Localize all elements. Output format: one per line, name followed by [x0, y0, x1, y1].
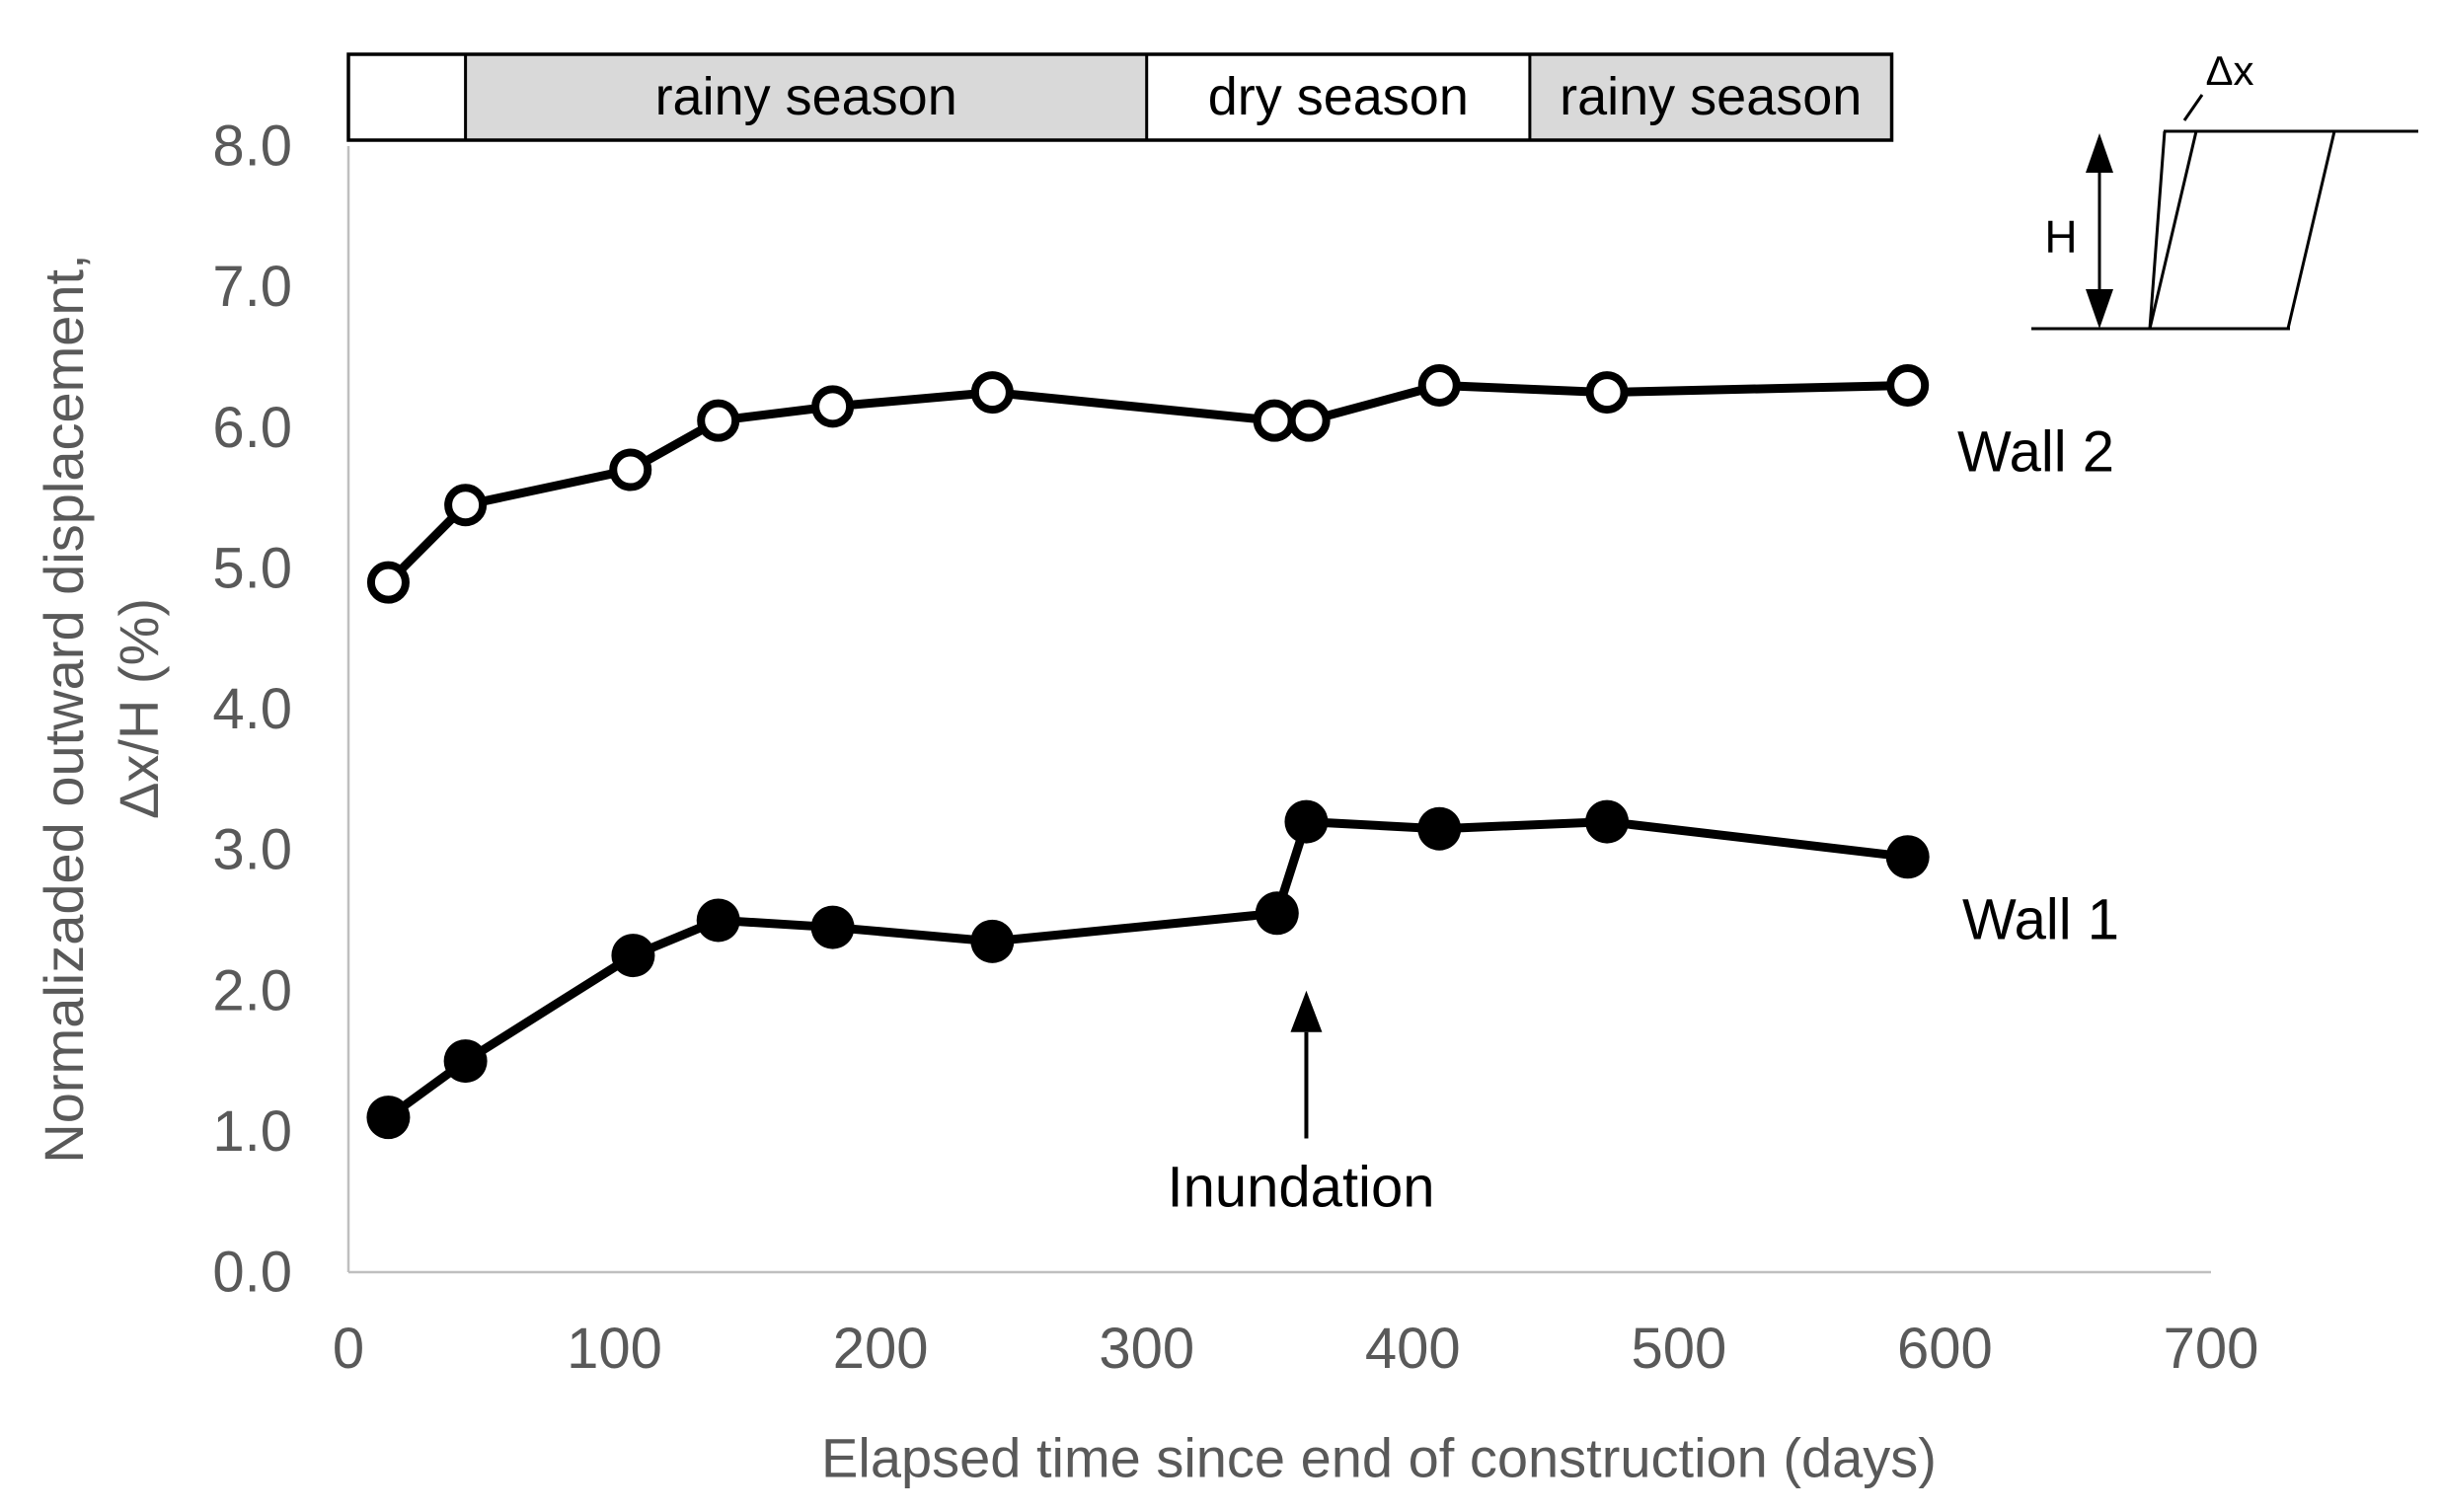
wall1-marker [443, 1039, 488, 1084]
inset-h-label: H [2044, 211, 2078, 263]
wall1-marker [1417, 806, 1462, 851]
wall1-marker [696, 898, 740, 943]
inundation-annotation-label: Inundation [1167, 1155, 1435, 1220]
wall2-marker [1886, 363, 1930, 407]
y-tick-label: 5.0 [212, 536, 292, 600]
wall2-marker [1287, 399, 1331, 442]
y-tick-label: 7.0 [212, 255, 292, 319]
wall2-marker [1253, 399, 1296, 442]
y-axis-title: Normalizaded outward displacement, Δx/H … [27, 116, 177, 1301]
season-band-segment [348, 54, 466, 140]
y-tick-label: 4.0 [212, 677, 292, 741]
season-band-label-rainy-1: rainy season [654, 67, 957, 126]
inset-wall-sketch-line [2182, 94, 2204, 121]
x-tick-label: 100 [567, 1317, 662, 1381]
y-tick-label: 2.0 [212, 958, 292, 1022]
inset-dx-label: Δx [2205, 47, 2254, 94]
wall1-marker [970, 919, 1015, 963]
wall1-marker [1585, 799, 1630, 844]
x-tick-label: 400 [1365, 1317, 1461, 1381]
inset-h-arrow-head-up [2086, 133, 2113, 173]
x-tick-label: 600 [1897, 1317, 1993, 1381]
inset-wall-sketch-line [2148, 130, 2167, 330]
y-axis-title-line1: Normalizaded outward displacement, [33, 254, 95, 1164]
wall2-marker [1585, 371, 1629, 415]
season-band-segment [1146, 54, 1530, 140]
inset-wall-sketch-line [2286, 130, 2336, 330]
wall1-marker [611, 934, 655, 978]
wall2-marker [970, 371, 1014, 415]
y-tick-label: 6.0 [212, 396, 292, 460]
series-label-wall-1: Wall 1 [1962, 887, 2119, 952]
wall2-marker [1417, 363, 1461, 407]
inundation-arrow-head [1290, 990, 1323, 1032]
season-band-label-dry: dry season [1207, 67, 1469, 126]
season-band-segment [465, 54, 1147, 140]
inset-h-arrow-head-down [2086, 289, 2113, 329]
wall1-marker [366, 1096, 411, 1140]
y-tick-label: 0.0 [212, 1241, 292, 1305]
y-axis-title-line2: Δx/H (%) [108, 597, 170, 820]
season-band-label-rainy-2: rainy season [1560, 67, 1863, 126]
y-tick-label: 3.0 [212, 818, 292, 882]
wall1-marker [810, 905, 855, 949]
x-tick-label: 0 [333, 1317, 364, 1381]
x-tick-label: 300 [1099, 1317, 1194, 1381]
wall1-marker [1284, 799, 1329, 844]
series-line-wall-1 [385, 816, 1909, 1121]
wall1-marker [1255, 891, 1299, 936]
x-tick-label: 200 [833, 1317, 929, 1381]
inset-wall-sketch-line [2148, 130, 2198, 330]
x-axis-title: Elapsed time since end of construction (… [821, 1426, 1937, 1489]
season-band-border [346, 52, 1894, 142]
wall2-marker [609, 448, 652, 491]
series-label-wall-2: Wall 2 [1957, 419, 2114, 485]
wall1-marker [1885, 835, 1930, 879]
x-tick-label: 500 [1631, 1317, 1726, 1381]
season-band-segment [1529, 54, 1892, 140]
wall2-marker [366, 561, 410, 604]
y-tick-label: 1.0 [212, 1099, 292, 1164]
x-tick-label: 700 [2164, 1317, 2259, 1381]
wall2-marker [811, 385, 855, 428]
y-tick-label: 8.0 [212, 114, 292, 179]
wall2-marker [697, 399, 740, 442]
wall2-marker [444, 484, 488, 527]
